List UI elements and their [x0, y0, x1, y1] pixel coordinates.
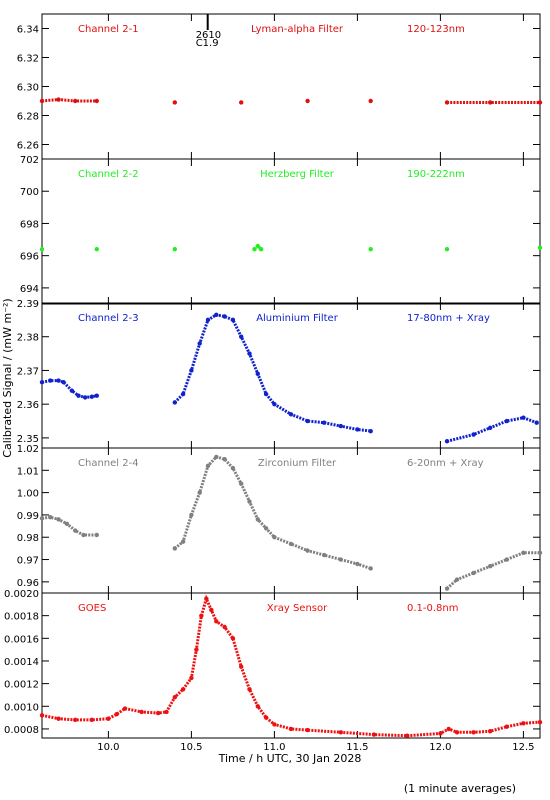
data-point — [368, 98, 373, 104]
x-tick-label: 10.0 — [97, 742, 119, 753]
x-tick-label: 11.5 — [346, 742, 368, 753]
y-tick-label: 0.0008 — [4, 725, 39, 736]
panel-3: 2.35 2.36 2.37 2.38 2.39 Channel 2-3 Aluminium… — [17, 299, 541, 449]
y-tick-label: 2.36 — [17, 400, 39, 411]
series-points — [39, 97, 543, 105]
y-tick-label: 0.98 — [17, 533, 39, 544]
series-points — [39, 243, 543, 252]
panel-filter-label: Lyman-alpha Filter — [251, 24, 344, 35]
y-tick-label: 2.37 — [17, 366, 39, 377]
series-trace — [446, 551, 540, 590]
y-tick-label: 0.0010 — [4, 702, 39, 713]
data-point — [537, 245, 543, 250]
panel-frame — [41, 592, 541, 739]
y-tick-label: 6.32 — [17, 54, 39, 65]
x-tick-label: 11.0 — [263, 742, 285, 753]
y-tick-label: 0.97 — [17, 556, 39, 567]
panels-group: 6.26 6.28 6.30 6.32 6.34 Channel 2-1 Lyman-alp… — [4, 13, 543, 753]
panel-filter-label: Herzberg Filter — [260, 169, 335, 180]
y-tick-label: 2.35 — [17, 434, 39, 445]
y-tick-label: 0.0018 — [4, 612, 39, 623]
panel-frame — [41, 447, 541, 594]
panel-5: 0.0008 0.0010 0.0012 0.0014 0.0016 0.0018 0.00… — [4, 589, 543, 753]
y-axis-label: Calibrated Signal / (mW m⁻²) — [1, 298, 14, 457]
series-trace — [41, 97, 97, 103]
y-tick-label: 6.30 — [17, 83, 39, 94]
y-tick-label: 6.34 — [17, 25, 39, 36]
panel-channel-label: Channel 2-2 — [78, 169, 139, 180]
y-tick-label: 698 — [20, 219, 39, 230]
event-label-top: 2610 — [196, 30, 221, 41]
data-point — [305, 98, 310, 104]
y-tick-label: 0.0014 — [4, 657, 39, 668]
y-tick-label: 0.96 — [17, 578, 39, 589]
y-tick-label: 696 — [20, 252, 39, 263]
panel-band-label: 120-123nm — [407, 24, 465, 35]
y-tick-label: 1.01 — [17, 466, 39, 477]
x-tick-label: 12.5 — [512, 742, 534, 753]
panel-channel-label: Channel 2-1 — [78, 24, 139, 35]
panel-channel-label: Channel 2-3 — [78, 313, 139, 324]
data-point — [239, 100, 244, 105]
panel-filter-label: Aluminium Filter — [256, 313, 339, 324]
panel-band-label: 6-20nm + Xray — [407, 458, 484, 469]
y-tick-label: 2.38 — [17, 333, 39, 344]
y-tick-label: 700 — [20, 187, 39, 198]
y-tick-label: 1.02 — [17, 444, 39, 455]
data-point — [444, 247, 450, 252]
series-points — [39, 312, 539, 444]
panel-filter-label: Zirconium Filter — [258, 458, 337, 469]
x-tick-label: 12.0 — [429, 742, 451, 753]
data-point — [39, 247, 45, 252]
event-label-bottom: C1.9 — [196, 38, 219, 49]
series-trace — [173, 455, 372, 570]
y-tick-label: 694 — [20, 284, 39, 295]
series-trace — [41, 515, 97, 537]
data-point — [94, 247, 99, 252]
panel-band-label: 0.1-0.8nm — [407, 603, 459, 614]
series-trace — [253, 243, 263, 251]
panel-band-label: 17-80nm + Xray — [407, 313, 490, 324]
y-tick-label: 0.0016 — [4, 634, 39, 645]
data-point — [368, 247, 373, 252]
panel-2: 694 696 698 700 702 Channel 2-2 Herzberg Filte… — [20, 155, 543, 305]
y-tick-label: 1.00 — [17, 489, 39, 500]
series-trace — [41, 379, 98, 399]
y-tick-label: 6.26 — [17, 141, 39, 152]
y-tick-label: 702 — [20, 155, 39, 166]
panel-frame — [41, 13, 541, 160]
panel-1: 6.26 6.28 6.30 6.32 6.34 Channel 2-1 Lyman-alp… — [17, 13, 543, 160]
panel-channel-label: GOES — [78, 603, 106, 614]
y-tick-label: 6.28 — [17, 112, 39, 123]
panel-frame — [41, 158, 541, 305]
x-axis-label: Time / h UTC, 30 Jan 2028 — [218, 752, 362, 765]
y-tick-label: 0.0012 — [4, 680, 39, 691]
panel-4: 0.96 0.97 0.98 0.99 1.00 1.01 1.02 Channel 2-4 Z… — [17, 444, 543, 594]
panel-frame — [41, 302, 541, 449]
panel-filter-label: Xray Sensor — [267, 603, 328, 614]
y-tick-label: 2.39 — [17, 299, 39, 310]
series-points — [39, 594, 543, 738]
footnote: (1 minute averages) — [404, 782, 516, 795]
series-points — [39, 454, 543, 591]
series-trace — [446, 416, 538, 443]
panel-band-label: 190-222nm — [407, 169, 465, 180]
data-point — [172, 247, 177, 252]
y-tick-label: 0.99 — [17, 511, 39, 522]
x-tick-label: 10.5 — [180, 742, 202, 753]
data-point — [172, 100, 177, 105]
panel-channel-label: Channel 2-4 — [78, 458, 139, 469]
series-trace — [173, 313, 371, 433]
y-tick-label: 0.0020 — [4, 589, 39, 600]
